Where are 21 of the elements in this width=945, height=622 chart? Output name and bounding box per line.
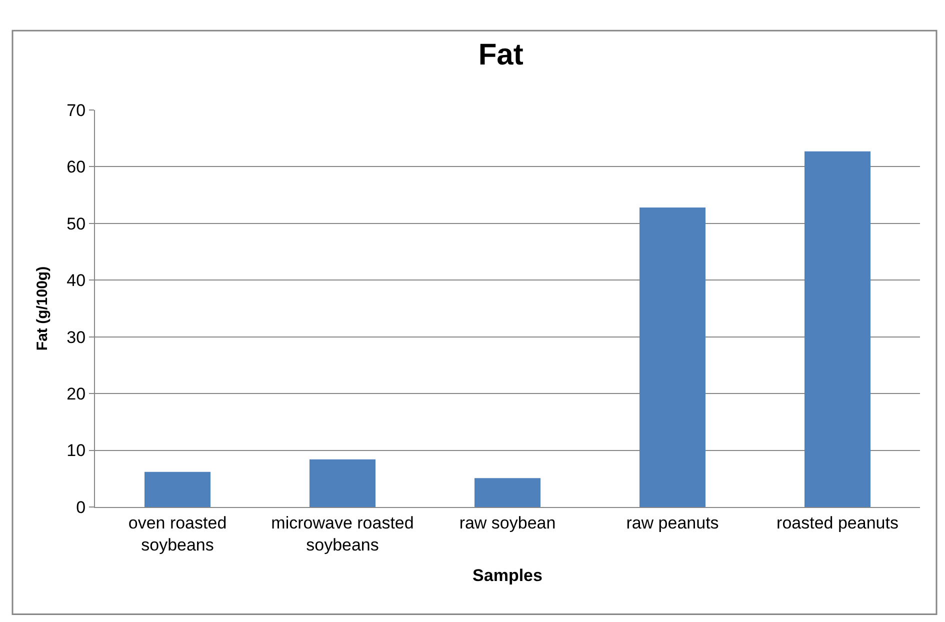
x-tick-label: raw soybean (459, 513, 556, 532)
y-tick-label: 20 (66, 384, 86, 404)
y-tick-label: 30 (66, 328, 86, 347)
y-tick-label: 50 (66, 214, 86, 234)
x-tick-label: oven roasted soybeans (128, 513, 227, 554)
chart-title: Fat (478, 38, 524, 72)
y-tick-label: 10 (66, 441, 86, 460)
y-axis-title: Fat (g/100g) (34, 266, 51, 351)
x-axis-title: Samples (472, 566, 542, 585)
x-tick-label: roasted peanuts (776, 513, 898, 532)
bar (474, 478, 540, 507)
y-tick-label: 40 (66, 271, 86, 290)
y-tick-label: 60 (66, 158, 86, 177)
x-tick-label: microwave roasted soybeans (271, 513, 414, 554)
x-tick-label: raw peanuts (626, 513, 719, 532)
bar (144, 472, 210, 507)
y-tick-label: 70 (66, 100, 86, 120)
y-tick-label: 0 (76, 498, 86, 517)
bar (640, 208, 706, 507)
bar (310, 459, 376, 507)
bar (804, 151, 870, 507)
